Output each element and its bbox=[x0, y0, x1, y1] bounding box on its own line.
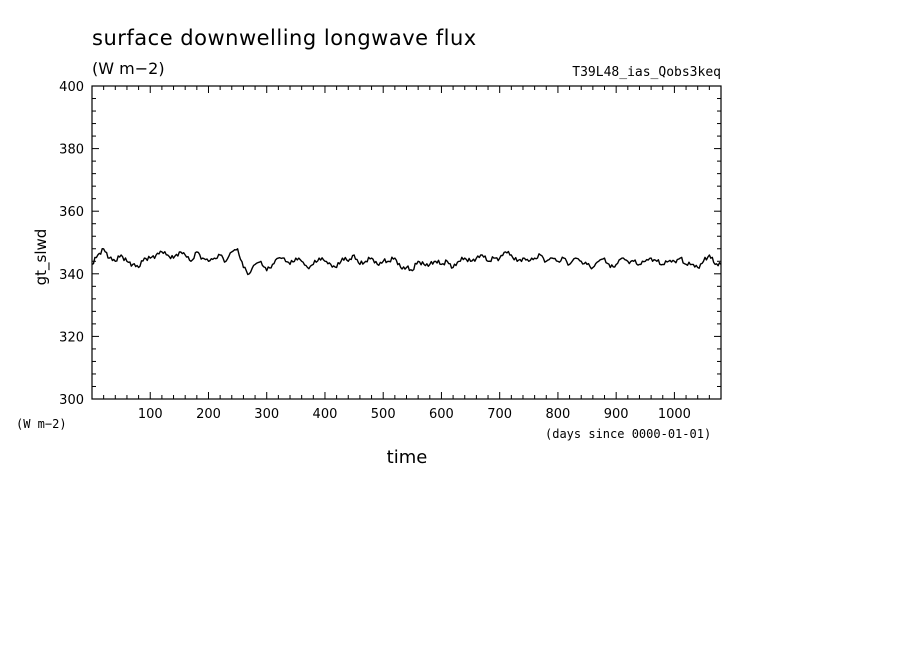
y-tick-label: 320 bbox=[59, 330, 84, 345]
x-tick-label: 100 bbox=[138, 407, 163, 422]
chart-title: surface downwelling longwave flux bbox=[92, 26, 477, 50]
x-axis-label: time bbox=[387, 447, 428, 468]
x-tick-label: 300 bbox=[254, 407, 279, 422]
x-tick-label: 200 bbox=[196, 407, 221, 422]
y-axis-label: gt_slwd bbox=[32, 229, 51, 286]
x-tick-label: 600 bbox=[429, 407, 454, 422]
y-tick-label: 400 bbox=[59, 80, 84, 95]
plot-frame bbox=[91, 85, 722, 400]
x-tick-label: 900 bbox=[604, 407, 629, 422]
x-tick-label: 500 bbox=[371, 407, 396, 422]
y-tick-labels: 300 320 340 360 380 400 bbox=[59, 80, 84, 408]
x-tick-labels: 100 200 300 400 500 600 700 800 900 1000 bbox=[138, 407, 691, 422]
y-axis-unit: (W m−2) bbox=[16, 417, 67, 431]
run-label: T39L48_ias_Qobs3keq bbox=[572, 65, 721, 80]
x-tick-label: 400 bbox=[313, 407, 338, 422]
x-tick-label: 800 bbox=[546, 407, 571, 422]
x-axis-unit: (days since 0000-01-01) bbox=[545, 427, 711, 441]
chart-subtitle: (W m−2) bbox=[92, 59, 165, 78]
x-tick-label: 700 bbox=[487, 407, 512, 422]
y-tick-label: 360 bbox=[59, 205, 84, 220]
y-tick-label: 380 bbox=[59, 143, 84, 158]
axis-ticks bbox=[92, 86, 721, 399]
y-tick-label: 340 bbox=[59, 268, 84, 283]
y-tick-label: 300 bbox=[59, 393, 84, 408]
series-line bbox=[91, 248, 722, 276]
x-tick-label: 1000 bbox=[658, 407, 691, 422]
